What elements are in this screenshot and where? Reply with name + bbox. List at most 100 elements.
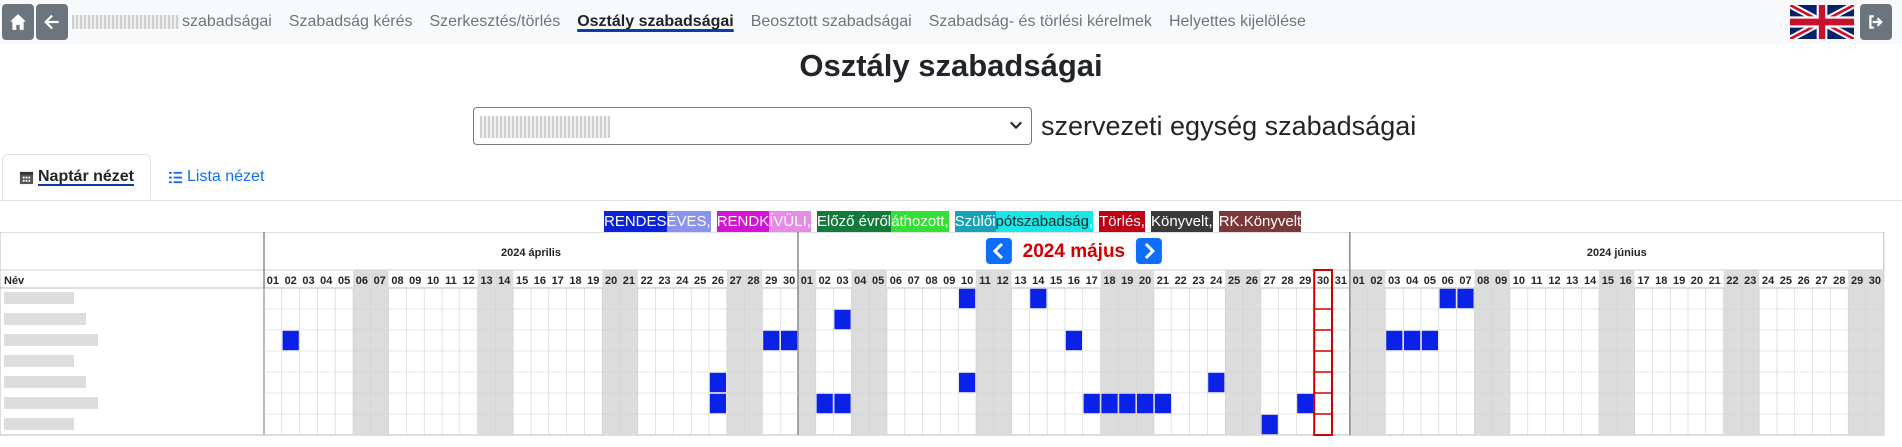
day-number: 17 (552, 275, 564, 287)
day-number: 08 (391, 275, 403, 287)
day-number: 03 (836, 275, 848, 287)
leave-day-cell (1439, 288, 1456, 309)
nav-item-department-leave[interactable]: Osztály szabadságai (577, 13, 734, 30)
chevron-down-icon (1010, 121, 1022, 130)
day-number: 22 (641, 275, 653, 287)
home-button[interactable] (2, 4, 34, 40)
day-number: 04 (1406, 275, 1419, 287)
day-number: 02 (1370, 275, 1382, 287)
chevron-right-icon (1144, 242, 1156, 260)
day-number: 24 (676, 275, 689, 287)
weekend-column (370, 270, 389, 435)
weekend-column (1367, 270, 1386, 435)
day-number: 26 (1246, 275, 1258, 287)
chevron-left-icon (992, 242, 1003, 260)
day-number: 05 (338, 275, 350, 287)
day-number: 21 (1157, 275, 1169, 287)
day-number: 02 (819, 275, 831, 287)
next-month-button[interactable] (1135, 238, 1162, 264)
weekend-column (477, 270, 496, 435)
page-title: Osztály szabadságai (799, 48, 1103, 83)
legend-item-label: RENDK (716, 211, 770, 232)
day-number: 21 (1709, 275, 1721, 287)
day-number: 11 (979, 275, 991, 287)
leave-day-cell (1421, 330, 1438, 351)
day-number: 10 (427, 275, 439, 287)
view-tabs: Naptár nézet Lista nézet (0, 154, 1902, 201)
redacted-name (72, 14, 180, 29)
month-label: 2024 április (501, 247, 561, 259)
unit-select-suffix: szervezeti egység szabadságai (1041, 111, 1417, 141)
day-number: 21 (623, 275, 635, 287)
weekend-column (798, 270, 816, 435)
weekend-column (869, 270, 887, 435)
redacted-employee-name (4, 355, 74, 367)
arrow-left-icon (44, 14, 59, 30)
day-number: 13 (480, 275, 492, 287)
weekend-column (1741, 270, 1760, 435)
legend-item: RENDKÍVÜLI, (716, 211, 811, 232)
uk-flag-icon[interactable] (1790, 5, 1854, 39)
day-number: 01 (1353, 275, 1365, 287)
leave-day-cell (1119, 393, 1136, 414)
logout-button[interactable] (1860, 4, 1892, 40)
day-number: 29 (1299, 275, 1311, 287)
leave-day-cell (959, 288, 976, 309)
tab-list-view[interactable]: Lista nézet (168, 154, 264, 200)
day-number: 22 (1175, 275, 1187, 287)
leave-day-cell (1137, 393, 1154, 414)
day-number: 14 (1032, 275, 1045, 287)
legend-item: Törlés, (1099, 211, 1145, 232)
leave-day-cell (816, 393, 833, 414)
nav-item-requests[interactable]: Szabadság- és törlési kérelmek (928, 13, 1152, 30)
leave-type-legend: RENDESÉVES, RENDKÍVÜLI, Előző évrőláthozot… (604, 211, 1307, 232)
day-number: 05 (1424, 275, 1436, 287)
leave-day-cell (1154, 393, 1171, 414)
prev-month-button[interactable] (985, 238, 1012, 264)
day-number: 15 (1050, 275, 1062, 287)
back-button[interactable] (36, 4, 68, 40)
weekend-column (602, 270, 620, 435)
unit-select[interactable] (473, 107, 1032, 145)
nav-item-label: szabadságai (182, 13, 272, 30)
weekend-column (1118, 270, 1137, 435)
day-number: 16 (1620, 275, 1632, 287)
leave-day-cell (1065, 330, 1082, 351)
leave-day-cell (1083, 393, 1100, 414)
day-number: 25 (694, 275, 706, 287)
weekend-column (1616, 270, 1635, 435)
legend-separator: , (1140, 211, 1145, 232)
nav-item-leave-request[interactable]: Szabadság kérés (288, 13, 413, 30)
day-number: 09 (1495, 275, 1507, 287)
weekend-column (744, 270, 763, 435)
day-number: 01 (267, 275, 279, 287)
leave-day-cell (781, 330, 798, 351)
nav-item-subordinate-leave[interactable]: Beosztott szabadságai (750, 13, 912, 30)
tab-calendar-view[interactable]: Naptár nézet (2, 154, 151, 200)
leave-day-cell (1457, 288, 1474, 309)
day-number: 11 (1531, 275, 1543, 287)
nav-item-edit-delete[interactable]: Szerkesztés/törlés (429, 13, 561, 30)
day-number: 23 (658, 275, 670, 287)
tab-calendar-label: Naptár nézet (37, 168, 135, 185)
legend-item-label: pótszabadság (995, 211, 1089, 232)
day-number: 19 (1673, 275, 1685, 287)
day-number: 27 (730, 275, 742, 287)
day-number: 15 (1602, 275, 1614, 287)
leave-day-cell (1208, 372, 1225, 393)
leave-day-cell (1297, 393, 1314, 414)
nav-item-own-leave[interactable]: szabadságai (72, 13, 272, 31)
day-number: 20 (605, 275, 617, 287)
weekend-column (1349, 270, 1368, 435)
nav-item-deputy[interactable]: Helyettes kijelölése (1168, 13, 1306, 30)
leave-day-cell (709, 393, 726, 414)
legend-separator: , (1088, 211, 1094, 232)
day-number: 22 (1726, 275, 1738, 287)
day-number: 06 (1442, 275, 1454, 287)
day-number: 25 (1780, 275, 1792, 287)
leave-day-cell (1101, 393, 1118, 414)
day-number: 02 (285, 275, 297, 287)
day-number: 07 (908, 275, 920, 287)
legend-item: RENDESÉVES, (604, 211, 711, 232)
weekend-column (851, 270, 870, 435)
